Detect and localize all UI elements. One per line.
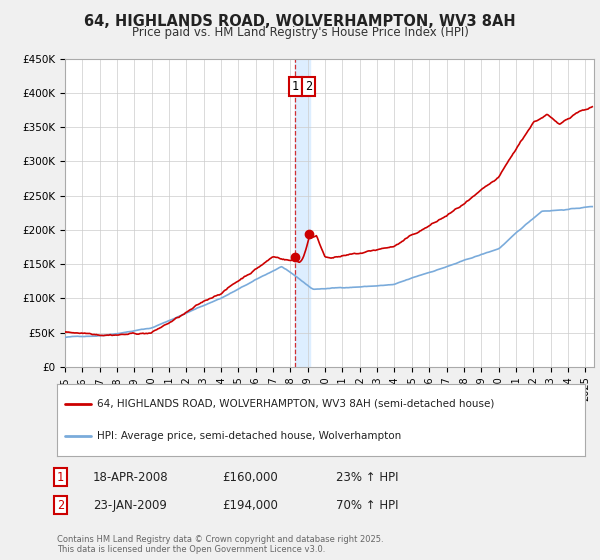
Text: Contains HM Land Registry data © Crown copyright and database right 2025.
This d: Contains HM Land Registry data © Crown c… xyxy=(57,535,383,554)
Text: Price paid vs. HM Land Registry's House Price Index (HPI): Price paid vs. HM Land Registry's House … xyxy=(131,26,469,39)
Text: 64, HIGHLANDS ROAD, WOLVERHAMPTON, WV3 8AH (semi-detached house): 64, HIGHLANDS ROAD, WOLVERHAMPTON, WV3 8… xyxy=(97,399,494,409)
Bar xyxy=(295,59,310,367)
Text: 1: 1 xyxy=(57,470,64,484)
Text: 2: 2 xyxy=(305,80,313,92)
Text: 64, HIGHLANDS ROAD, WOLVERHAMPTON, WV3 8AH: 64, HIGHLANDS ROAD, WOLVERHAMPTON, WV3 8… xyxy=(84,14,516,29)
Text: 23-JAN-2009: 23-JAN-2009 xyxy=(93,498,167,512)
Text: £160,000: £160,000 xyxy=(222,470,278,484)
Text: 70% ↑ HPI: 70% ↑ HPI xyxy=(336,498,398,512)
Text: 1: 1 xyxy=(292,80,299,92)
Text: HPI: Average price, semi-detached house, Wolverhampton: HPI: Average price, semi-detached house,… xyxy=(97,431,401,441)
Text: 23% ↑ HPI: 23% ↑ HPI xyxy=(336,470,398,484)
Text: 18-APR-2008: 18-APR-2008 xyxy=(93,470,169,484)
Text: 2: 2 xyxy=(57,498,64,512)
Text: £194,000: £194,000 xyxy=(222,498,278,512)
